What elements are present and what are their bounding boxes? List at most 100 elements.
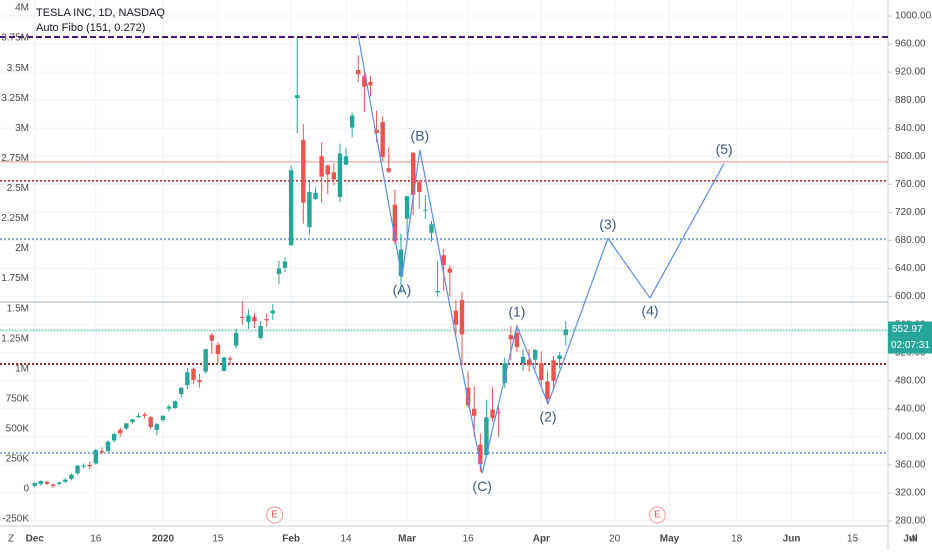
y-tick-label: 680.00 [895, 235, 926, 246]
x-tick-label: May [660, 534, 680, 545]
x-tick-label: 15 [847, 534, 859, 545]
candle-body [392, 204, 398, 242]
y-tick-label: 280.00 [895, 516, 926, 527]
fib-levels [0, 36, 888, 454]
volume-tick-label: 1M [15, 363, 29, 374]
candle-body [453, 310, 459, 325]
wave-segment [547, 238, 609, 405]
volume-tick-label: 0 [23, 484, 29, 495]
candle-body [533, 349, 538, 360]
candle-body [508, 335, 514, 340]
price-tag [888, 321, 932, 338]
candle-body [331, 172, 337, 180]
earnings-label: E [271, 510, 278, 521]
candle-body [270, 310, 276, 314]
candle-body [398, 249, 404, 277]
candle-body [233, 333, 239, 346]
candle-body [50, 484, 56, 486]
volume-tick-label: 500K [6, 424, 30, 435]
candle-body [197, 380, 202, 383]
waves: (A) (B) (C) (1) (2) (3) (4) (5) [357, 33, 733, 494]
candle-body [472, 408, 477, 416]
y-tick-label: 440.00 [895, 403, 926, 414]
volume-tick-label: 2.5M [7, 183, 29, 194]
candle-body [142, 414, 147, 416]
candle-body [563, 329, 568, 336]
candle-body [111, 434, 117, 441]
grid [0, 0, 888, 526]
wave-label: (A) [393, 282, 412, 298]
candle-body [557, 355, 562, 359]
candle-body [209, 335, 214, 341]
price-tag-label: 552.97 [892, 324, 923, 335]
candle-body [87, 464, 92, 467]
candle-body [484, 417, 489, 456]
corner-label[interactable]: A [910, 534, 917, 545]
x-tick-label: Apr [533, 534, 550, 545]
x-tick-label: 16 [90, 534, 102, 545]
wave-label: (3) [599, 216, 616, 232]
candle-body [423, 209, 428, 211]
volume-tick-label: 2M [15, 243, 29, 254]
candle-body [240, 316, 245, 318]
y-tick-label: 400.00 [895, 431, 926, 442]
candle-body [75, 465, 80, 474]
candle-body [93, 450, 99, 464]
candle-body [404, 196, 410, 219]
candle-body [221, 357, 227, 371]
candle-body [319, 156, 324, 177]
candle-body [99, 450, 105, 453]
candle-body [447, 268, 452, 273]
earnings-label: E [654, 510, 661, 521]
candle-body [124, 423, 129, 429]
candle-body [69, 474, 74, 479]
volume-tick-label: 3M [15, 123, 29, 134]
candle-body [380, 121, 385, 157]
candle-body [349, 115, 355, 128]
wave-label: (4) [641, 303, 658, 319]
candle-body [410, 152, 416, 195]
volume-tick-label: 4M [15, 3, 29, 14]
wave-segment [357, 34, 403, 278]
candle-body [526, 359, 532, 366]
candle-body [63, 479, 68, 482]
wave-label: (C) [472, 478, 491, 494]
candle-body [118, 429, 123, 434]
candle-body [288, 170, 294, 246]
candle-body [490, 409, 495, 418]
candle-body [227, 358, 233, 360]
x-tick-label: Jul [903, 534, 918, 545]
y-tick-label: 960.00 [895, 39, 926, 50]
x-tick-label: 18 [731, 534, 743, 545]
candle-body [337, 153, 343, 197]
x-tick-label: 20 [609, 534, 621, 545]
candle-body [545, 381, 550, 399]
volume-tick-label: 1.75M [1, 273, 29, 284]
candle-body [252, 316, 257, 322]
x-tick-label: 15 [212, 534, 224, 545]
candle-body [57, 482, 62, 484]
y-tick-label: 1000.00 [895, 11, 932, 22]
candle-body [441, 255, 446, 265]
y-tick-label: 360.00 [895, 460, 926, 471]
candle-body [166, 406, 172, 409]
candle-body [374, 129, 379, 134]
wave-segment [649, 163, 725, 299]
candle-body [179, 387, 184, 395]
y-tick-label: 840.00 [895, 123, 926, 134]
x-tick-label: 2020 [152, 534, 175, 545]
wave-label: (B) [411, 128, 430, 144]
wave-segment [419, 149, 483, 474]
candle-body [307, 192, 312, 228]
y-tick-label: 760.00 [895, 179, 926, 190]
volume-tick-label: 3.5M [7, 63, 29, 74]
candle-body [478, 444, 483, 465]
candle-body [105, 441, 111, 451]
candle-body [362, 76, 367, 87]
candle-body [185, 372, 190, 385]
candle-body [130, 419, 135, 423]
candle-body [148, 417, 153, 428]
volume-tick-label: 250K [6, 454, 30, 465]
candle-body [539, 363, 544, 381]
